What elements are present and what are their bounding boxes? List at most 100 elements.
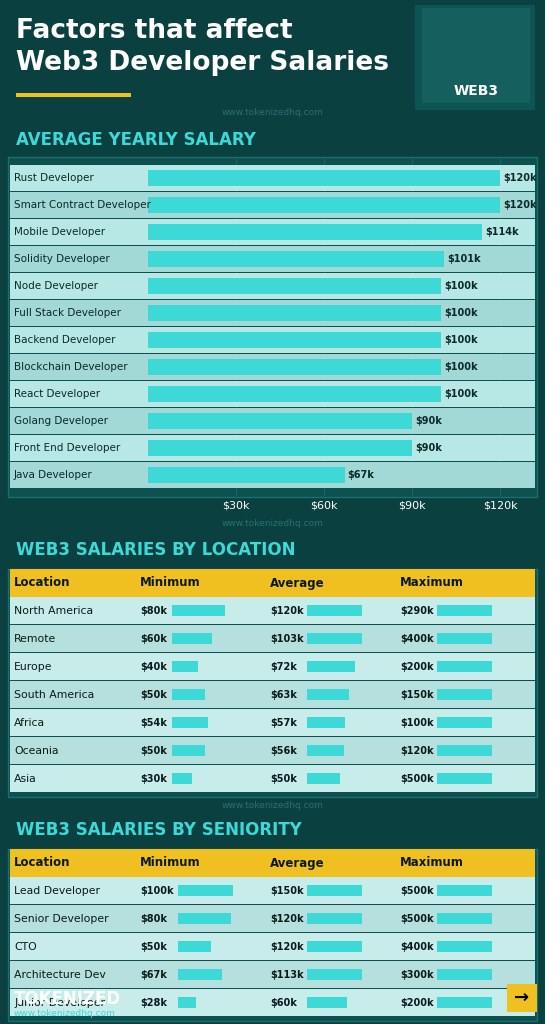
Bar <box>307 773 340 784</box>
Bar <box>307 662 354 672</box>
Bar <box>437 605 492 616</box>
Text: Senior Developer: Senior Developer <box>14 914 108 924</box>
Text: Full Stack Developer: Full Stack Developer <box>14 308 121 318</box>
Text: $63k: $63k <box>270 690 297 700</box>
Bar <box>10 765 535 792</box>
Text: $57k: $57k <box>270 718 297 728</box>
Bar <box>148 224 482 240</box>
Text: $60k: $60k <box>140 634 167 644</box>
Bar <box>307 605 362 616</box>
Text: Blockchain Developer: Blockchain Developer <box>14 362 128 372</box>
Text: $50k: $50k <box>270 774 297 784</box>
Text: $120k: $120k <box>483 501 517 511</box>
Bar <box>148 467 344 483</box>
Text: $30k: $30k <box>222 501 250 511</box>
Text: $90k: $90k <box>415 443 442 453</box>
Text: Lead Developer: Lead Developer <box>14 886 100 896</box>
Text: Factors that affect: Factors that affect <box>16 18 293 44</box>
Bar <box>437 689 492 700</box>
Bar <box>8 569 537 797</box>
Text: $120k: $120k <box>270 914 304 924</box>
Bar <box>10 653 535 680</box>
Bar <box>437 717 492 728</box>
Text: Asia: Asia <box>14 774 37 784</box>
Text: $120k: $120k <box>270 942 304 952</box>
Text: $90k: $90k <box>398 501 426 511</box>
Text: $80k: $80k <box>140 914 167 924</box>
Text: $101k: $101k <box>447 254 481 264</box>
Text: WEB3: WEB3 <box>453 84 499 98</box>
Bar <box>307 689 349 700</box>
Text: $67k: $67k <box>140 970 167 980</box>
Text: WEB3 SALARIES BY LOCATION: WEB3 SALARIES BY LOCATION <box>16 541 295 559</box>
Text: Smart Contract Developer: Smart Contract Developer <box>14 200 151 210</box>
Text: $60k: $60k <box>270 998 297 1008</box>
Bar <box>10 961 535 988</box>
Bar <box>172 689 205 700</box>
Text: $500k: $500k <box>400 914 434 924</box>
Bar <box>0 0 545 125</box>
Text: $500k: $500k <box>400 886 434 896</box>
Text: $60k: $60k <box>310 501 338 511</box>
Text: Europe: Europe <box>14 662 52 672</box>
Text: $50k: $50k <box>140 690 167 700</box>
Bar <box>10 193 535 218</box>
Bar <box>10 435 535 461</box>
Bar <box>437 997 492 1008</box>
Bar <box>178 885 233 896</box>
Bar <box>172 773 192 784</box>
Text: $150k: $150k <box>270 886 304 896</box>
Text: Rust Developer: Rust Developer <box>14 173 94 183</box>
Text: Architecture Dev: Architecture Dev <box>14 970 106 980</box>
Bar <box>415 5 535 110</box>
Bar <box>307 745 344 756</box>
Text: $100k: $100k <box>140 886 174 896</box>
Bar <box>507 984 537 1012</box>
Text: $50k: $50k <box>140 942 167 952</box>
Text: $500k: $500k <box>400 774 434 784</box>
Text: Oceania: Oceania <box>14 746 58 756</box>
Text: $400k: $400k <box>400 942 434 952</box>
Text: $100k: $100k <box>444 389 478 399</box>
Bar <box>10 354 535 380</box>
Text: Golang Developer: Golang Developer <box>14 416 108 426</box>
Text: www.tokenizedhq.com: www.tokenizedhq.com <box>222 801 323 810</box>
Bar <box>307 997 347 1008</box>
Bar <box>437 913 492 924</box>
Text: $72k: $72k <box>270 662 297 672</box>
Text: $80k: $80k <box>140 606 167 616</box>
Text: $100k: $100k <box>400 718 434 728</box>
Text: $90k: $90k <box>415 416 442 426</box>
Text: Solidity Developer: Solidity Developer <box>14 254 110 264</box>
Text: WEB3 SALARIES BY SENIORITY: WEB3 SALARIES BY SENIORITY <box>16 821 302 839</box>
Bar <box>148 440 412 456</box>
Bar <box>148 305 441 321</box>
Bar <box>0 125 545 157</box>
Text: $290k: $290k <box>400 606 434 616</box>
Bar <box>437 969 492 980</box>
Bar <box>10 381 535 407</box>
Text: CTO: CTO <box>14 942 37 952</box>
Text: Minimum: Minimum <box>140 856 201 869</box>
Bar <box>10 273 535 299</box>
Bar <box>148 197 500 213</box>
Bar <box>10 327 535 353</box>
Bar <box>148 359 441 375</box>
Text: $56k: $56k <box>270 746 297 756</box>
Bar <box>307 717 344 728</box>
Text: Remote: Remote <box>14 634 56 644</box>
Text: Java Developer: Java Developer <box>14 470 93 480</box>
Bar <box>172 745 205 756</box>
Bar <box>307 941 362 952</box>
Text: Node Developer: Node Developer <box>14 281 98 291</box>
Bar <box>422 8 530 103</box>
Bar <box>8 849 537 1021</box>
Text: $300k: $300k <box>400 970 434 980</box>
Bar <box>10 989 535 1016</box>
Text: $400k: $400k <box>400 634 434 644</box>
Bar <box>148 332 441 348</box>
Bar <box>0 535 545 569</box>
Bar <box>10 737 535 764</box>
Bar <box>178 941 211 952</box>
Text: $120k: $120k <box>503 173 537 183</box>
